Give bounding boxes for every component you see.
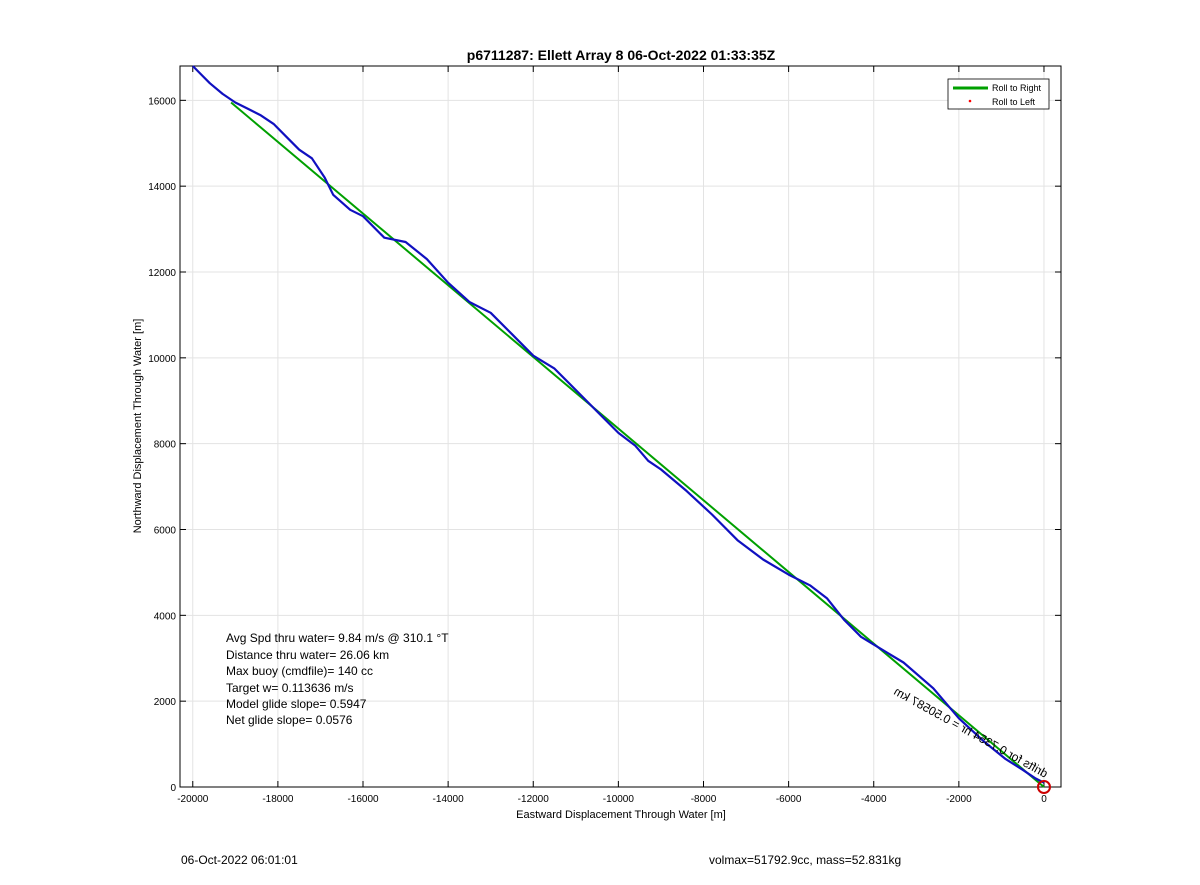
x-tick-label: -14000 xyxy=(433,794,465,805)
y-tick-label: 4000 xyxy=(154,611,177,622)
x-tick-label: -4000 xyxy=(861,794,887,805)
chart-title: p6711287: Ellett Array 8 06-Oct-2022 01:… xyxy=(467,47,776,63)
annotation-distance: Distance thru water= 26.06 km xyxy=(226,648,389,662)
footer-stats: volmax=51792.9cc, mass=52.831kg xyxy=(709,853,902,867)
x-tick-label: -18000 xyxy=(262,794,294,805)
annotation-max-buoy: Max buoy (cmdfile)= 140 cc xyxy=(226,664,373,678)
y-tick-label: 2000 xyxy=(154,697,177,708)
y-tick-label: 6000 xyxy=(154,526,177,537)
series-line-0 xyxy=(230,101,1045,788)
y-tick-label: 0 xyxy=(170,783,176,794)
x-axis-label: Eastward Displacement Through Water [m] xyxy=(516,809,726,821)
annotation-avg-speed: Avg Spd thru water= 9.84 m/s @ 310.1 °T xyxy=(226,631,449,645)
start-marker-layer xyxy=(1036,780,1051,794)
annotation-net-glide: Net glide slope= 0.0576 xyxy=(226,713,353,727)
x-tick-label: -10000 xyxy=(603,794,635,805)
y-tick-label: 16000 xyxy=(148,96,176,107)
series-layer xyxy=(192,65,1045,788)
legend-label-roll-left: Roll to Left xyxy=(992,97,1036,107)
series-line-1 xyxy=(192,65,1045,784)
footer-timestamp: 06-Oct-2022 06:01:01 xyxy=(181,853,298,867)
legend-label-roll-right: Roll to Right xyxy=(992,83,1042,93)
axis-ticks: -20000 -18000 -16000 -14000 -12000 -10000 -800… xyxy=(148,66,1061,805)
legend: Roll to Right Roll to Left xyxy=(947,78,1050,110)
y-tick-label: 8000 xyxy=(154,440,177,451)
start-marker xyxy=(1036,780,1051,794)
annotation-target-w: Target w= 0.113636 m/s xyxy=(226,681,354,695)
y-tick-label: 10000 xyxy=(148,354,176,365)
x-tick-label: -6000 xyxy=(776,794,802,805)
x-tick-label: -8000 xyxy=(691,794,717,805)
plot-area xyxy=(179,65,1062,788)
drift-path-label: drifts for 0.7354 hr = 0.50587 km xyxy=(892,684,1051,780)
grid-lines xyxy=(180,66,1061,788)
x-tick-label: -2000 xyxy=(946,794,972,805)
y-tick-label: 14000 xyxy=(148,182,176,193)
x-tick-label: 0 xyxy=(1041,794,1047,805)
annotation-model-glide: Model glide slope= 0.5947 xyxy=(226,697,367,711)
y-tick-label: 12000 xyxy=(148,268,176,279)
x-tick-label: -20000 xyxy=(177,794,209,805)
stats-annotation: Avg Spd thru water= 9.84 m/s @ 310.1 °T … xyxy=(226,631,449,727)
legend-box xyxy=(947,78,1050,110)
y-axis-label: Northward Displacement Through Water [m] xyxy=(132,319,144,534)
x-tick-label: -12000 xyxy=(518,794,550,805)
legend-swatch-roll-left xyxy=(968,99,972,103)
x-tick-label: -16000 xyxy=(347,794,379,805)
